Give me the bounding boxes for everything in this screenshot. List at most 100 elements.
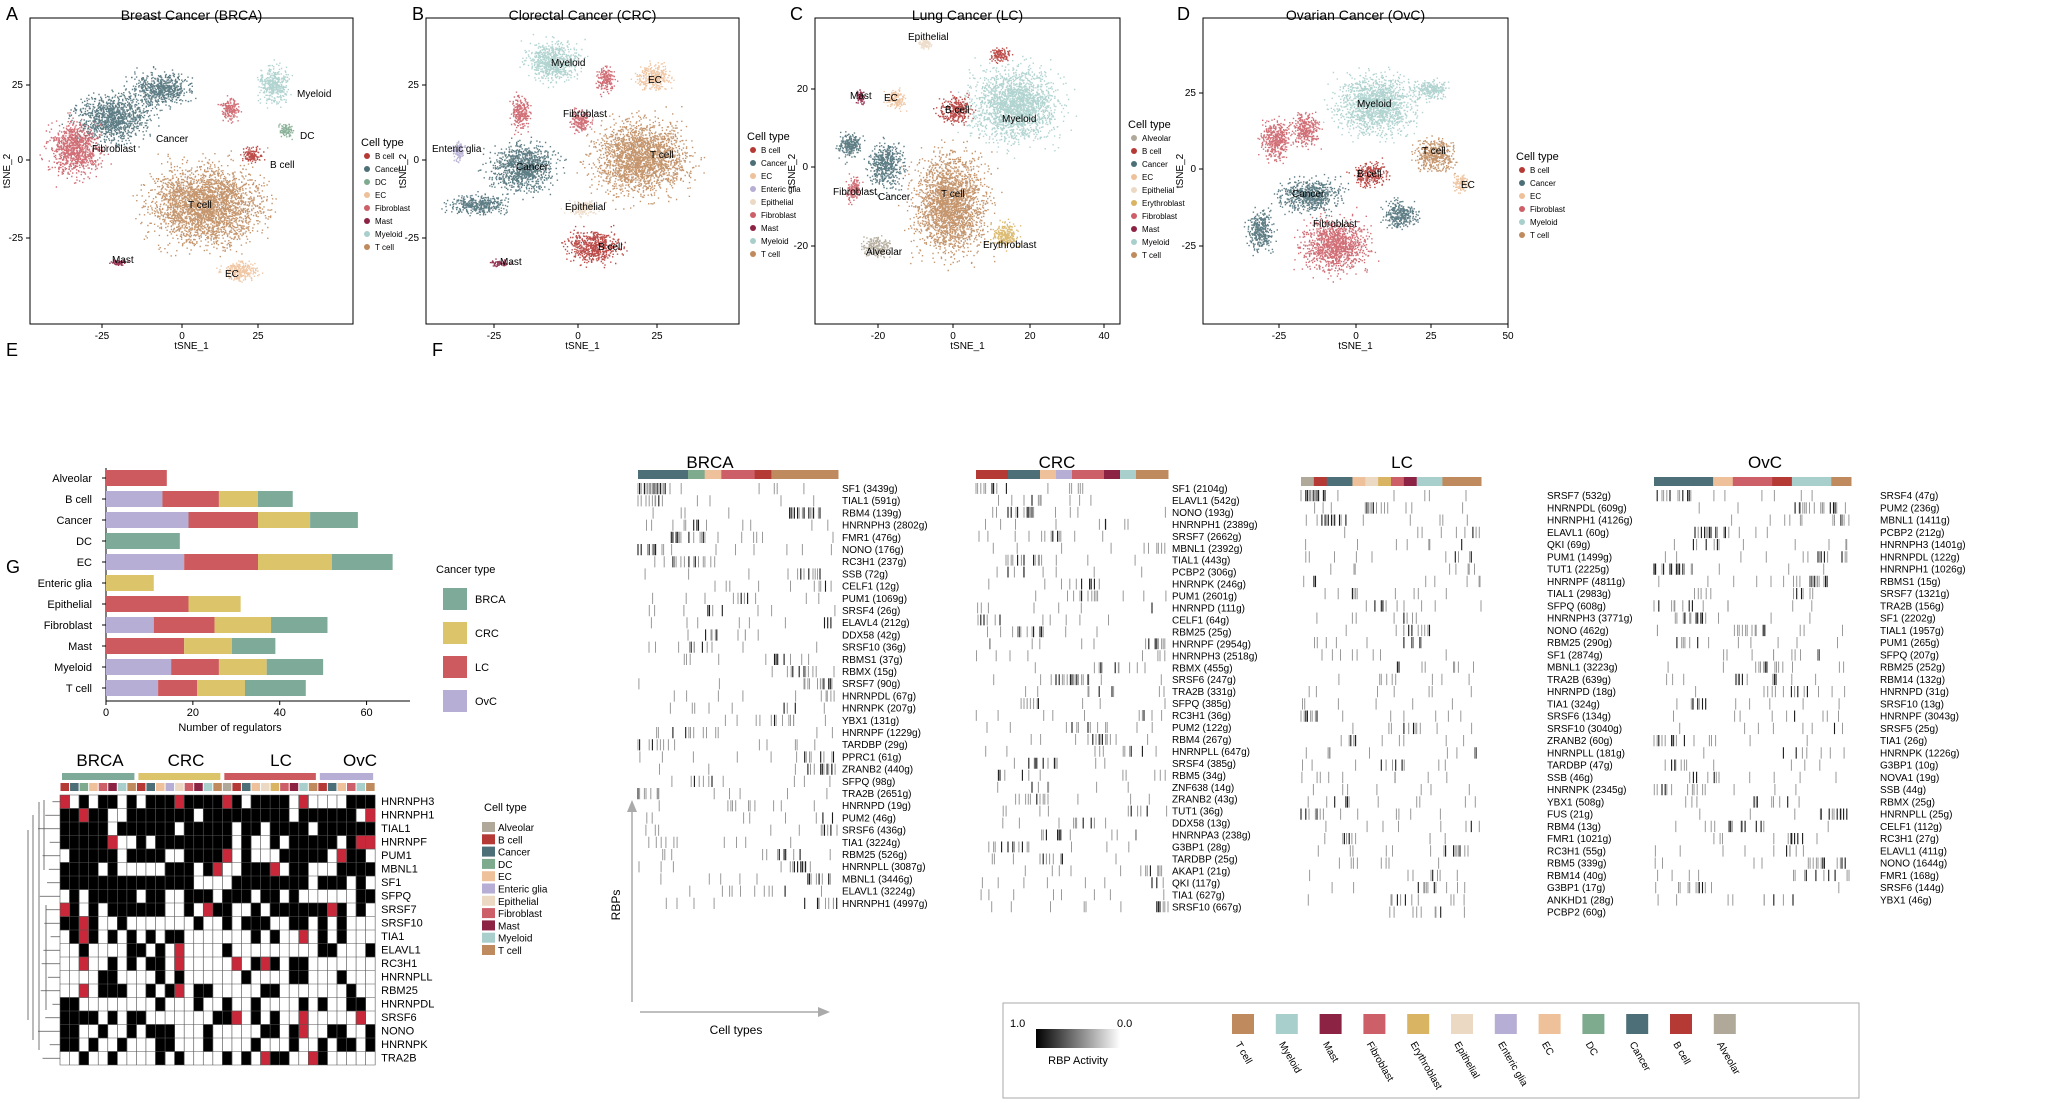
gene-label: SRSF10 (13g) — [1880, 699, 1944, 710]
legend-label: B cell — [498, 835, 522, 846]
row-label: TRA2B — [381, 1053, 416, 1065]
heatmap-cells-low — [975, 483, 1169, 913]
cluster-label: Cancer — [1292, 189, 1325, 200]
panel-letter: E — [6, 340, 18, 360]
matrix-cells-highlight — [59, 794, 376, 1066]
category-label: Fibroblast — [44, 620, 92, 632]
cell-type-bar-segment — [1673, 477, 1694, 486]
legend-label: Epithelial — [1142, 186, 1175, 195]
category-label: Mast — [68, 641, 92, 653]
legend-swatch — [443, 588, 467, 610]
row-label: TIAL1 — [381, 823, 410, 835]
heatmap-cells-low — [637, 483, 838, 909]
cell-cluster-erythroblast — [987, 218, 1022, 252]
legend-swatch — [1131, 226, 1137, 232]
gene-label: FMR1 (476g) — [842, 533, 901, 544]
gene-label: HNRNPLL (3087g) — [842, 862, 926, 873]
gene-label: SRSF10 (36g) — [842, 643, 906, 654]
gene-label: HNRNPA3 (238g) — [1172, 831, 1251, 842]
cell-cluster-b-cell — [989, 47, 1014, 64]
cell-type-bar-segment — [1104, 470, 1121, 479]
x-tick-label: 50 — [1502, 331, 1514, 342]
celltype-strip-cell — [327, 783, 337, 791]
gene-label: FMR1 (168g) — [1880, 871, 1939, 882]
cell-type-bar-segment — [721, 470, 739, 479]
row-label: HNRNPH1 — [381, 810, 434, 822]
cell-type-bar-segment — [654, 470, 672, 479]
cluster-label: Cancer — [516, 162, 549, 173]
y-axis-label: tSNE_2 — [398, 153, 409, 188]
bar-segment-crc — [214, 617, 272, 633]
row-label: MBNL1 — [381, 864, 418, 876]
gene-label: QKI (117g) — [1172, 878, 1220, 889]
cell-type-bar-segment — [1072, 470, 1089, 479]
row-label: HNRNPDL — [381, 999, 434, 1011]
gene-label: SF1 (2874g) — [1547, 650, 1603, 661]
category-label: Epithelial — [47, 599, 92, 611]
panel-f-heatmaps: BRCA SF1 (3439g)TIAL1 (591g)RBM4 (139g) HN… — [609, 453, 1966, 1099]
gene-label: NOVA1 (19g) — [1880, 773, 1939, 784]
legend-swatch — [482, 822, 495, 832]
bar-segment-brca — [258, 491, 293, 507]
gene-label: DDX58 (42g) — [842, 630, 900, 641]
gene-label: TIA1 (324g) — [1547, 699, 1600, 710]
cluster-label: T cell — [650, 150, 674, 161]
gene-label: RBM25 (526g) — [842, 850, 907, 861]
cell-cluster-fibroblast — [1257, 115, 1292, 165]
cluster-label: Myeloid — [1357, 99, 1391, 110]
bar-segment-ovc — [106, 617, 154, 633]
gene-label: TIAL1 (591g) — [842, 496, 900, 507]
cluster-label: EC — [648, 75, 662, 86]
gene-label: TARDBP (29g) — [842, 740, 908, 751]
cell-cluster-t-cell — [898, 137, 1003, 272]
celltype-strip-cell — [280, 783, 289, 791]
gene-label: HNRNPF (3043g) — [1880, 712, 1959, 723]
x-tick-label: 25 — [252, 331, 264, 342]
legend-title: Cell type — [1516, 151, 1559, 163]
celltype-strip-cell — [127, 783, 136, 791]
legend-swatch — [1538, 1014, 1561, 1034]
cell-type-bar-segment — [1008, 470, 1025, 479]
gene-label: HNRNPK (207g) — [842, 704, 916, 715]
legend-label: B cell — [761, 146, 781, 155]
gene-label: TRA2B (2651g) — [842, 789, 911, 800]
cell-cluster-fibroblast — [1290, 111, 1323, 151]
gene-label: PPRC1 (61g) — [842, 752, 901, 763]
heatmap-brca: BRCA SF1 (3439g)TIAL1 (591g)RBM4 (139g) HN… — [637, 453, 928, 910]
gene-label: RBM4 (13g) — [1547, 822, 1601, 833]
celltype-strip-cell — [203, 783, 213, 791]
bar-segment-brca — [310, 512, 358, 528]
row-label: HNRNPF — [381, 837, 427, 849]
legend-swatch — [482, 895, 495, 906]
x-tick-label: 0 — [103, 707, 109, 719]
bar-segment-crc — [258, 512, 311, 528]
gene-label: SRSF10 (667g) — [1172, 902, 1241, 913]
gene-label: TIAL1 (443g) — [1172, 556, 1230, 567]
legend-label: DC — [375, 178, 387, 187]
gene-label: SFPQ (98g) — [842, 777, 895, 788]
gene-label: AKAP1 (21g) — [1172, 866, 1230, 877]
legend-label: Mast — [375, 217, 393, 226]
gene-label: YBX1 (508g) — [1547, 797, 1604, 808]
x-tick-label: 20 — [1024, 331, 1036, 342]
gene-label: G3BP1 (17g) — [1547, 883, 1605, 894]
cell-type-bar-segment — [1326, 477, 1341, 486]
gene-label: HNRNPH1 (4126g) — [1547, 516, 1633, 527]
cluster-label: Mast — [500, 257, 522, 268]
cell-cluster-fibroblast — [509, 91, 532, 136]
gene-label: PUM1 (1069g) — [842, 594, 907, 605]
legend-swatch — [1275, 1014, 1298, 1034]
celltype-strip-cell — [79, 783, 89, 791]
row-label: SRSF6 — [381, 1012, 416, 1024]
cell-cluster-fibroblast — [39, 112, 112, 188]
celltype-strip-cell — [308, 783, 318, 791]
cell-type-bar-segment — [1040, 470, 1057, 479]
legend-label: Myeloid — [375, 230, 403, 239]
heatmap-lc: LC SRSF7 (532g)HNRNPDL (609g) HNRNPH1 (412… — [1300, 453, 1633, 919]
gene-label: SSB (46g) — [1547, 773, 1593, 784]
gene-label: MBNL1 (2392g) — [1172, 544, 1243, 555]
cluster-label: Fibroblast — [92, 144, 136, 155]
row-label: ELAVL1 — [381, 945, 421, 957]
bar-segment-crc — [184, 638, 232, 654]
legend-swatch — [1131, 161, 1137, 167]
